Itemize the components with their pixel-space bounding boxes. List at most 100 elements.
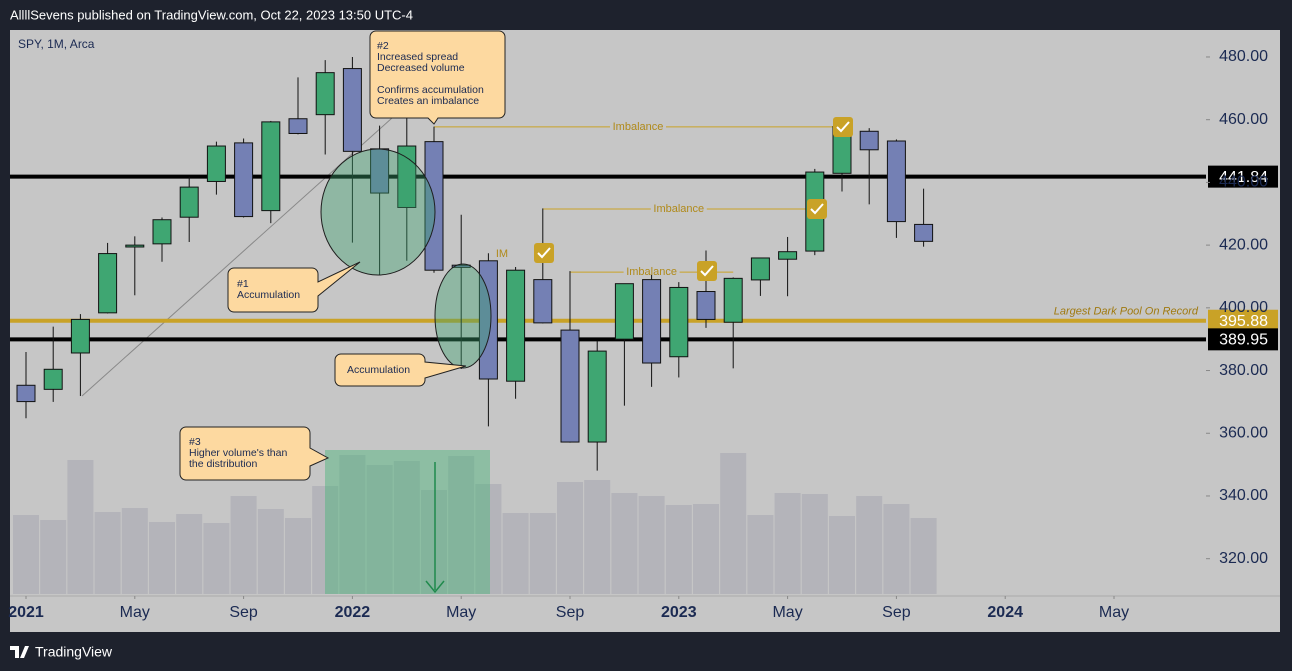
volume-bar: [693, 504, 719, 594]
candle-body: [288, 118, 308, 134]
volume-bar: [312, 486, 339, 594]
volume-bar: [475, 484, 502, 594]
volume-bar: [421, 490, 447, 594]
candle-body: [914, 223, 934, 242]
volume-bar: [176, 514, 203, 594]
check-icon: [833, 117, 853, 137]
y-tick-label: 440.00: [1219, 174, 1268, 191]
candle-layer: [16, 56, 934, 471]
volume-bar: [448, 456, 475, 594]
y-tick-label: 420.00: [1219, 236, 1268, 253]
volume-bar: [121, 508, 148, 594]
volume-bar: [203, 523, 230, 594]
volume-bar: [747, 515, 774, 594]
volume-bar: [856, 496, 883, 594]
volume-bar: [149, 522, 175, 594]
x-tick-label: Sep: [229, 604, 258, 621]
y-tick-label: 400.00: [1219, 299, 1268, 316]
accumulation-ellipse: [320, 148, 436, 276]
y-tick-label: 320.00: [1219, 550, 1268, 567]
annotation-line: Higher volume's than: [189, 447, 287, 459]
candle-body: [723, 277, 743, 323]
volume-bar: [883, 504, 910, 594]
candle-body: [750, 257, 770, 281]
candle-body: [152, 219, 172, 245]
candle-body: [506, 269, 526, 382]
candle-body: [560, 329, 580, 443]
volume-bar: [529, 513, 556, 594]
annotation-line: Creates an imbalance: [377, 95, 479, 107]
candle-body: [70, 318, 90, 354]
x-tick-label: 2021: [8, 604, 44, 621]
volume-bar: [366, 465, 393, 594]
imbalance-label: IM: [496, 248, 508, 260]
imbalance-label-bg: [650, 202, 707, 217]
candle-body: [125, 244, 145, 248]
volume-bar: [801, 494, 828, 594]
annotation-line: Accumulation: [237, 289, 300, 301]
candle-body: [342, 68, 362, 152]
volume-bar: [67, 460, 94, 594]
candle-body: [16, 384, 36, 403]
volume-bar: [393, 461, 420, 594]
publish-header: AllllSevens published on TradingView.com…: [10, 7, 413, 22]
candle-body: [614, 283, 634, 340]
callout-box: [227, 261, 361, 313]
callout-box: [334, 353, 467, 387]
volume-bar: [829, 516, 855, 594]
volume-layer: [13, 453, 937, 594]
check-icons: [534, 117, 853, 281]
annotation-line: Confirms accumulation: [377, 84, 484, 96]
check-icon: [807, 199, 827, 219]
level-text: Largest Dark Pool On Record: [1054, 306, 1199, 318]
candle-body: [533, 279, 553, 324]
candle-body: [424, 141, 444, 271]
volume-bar: [13, 515, 39, 594]
imbalance-label: Imbalance: [626, 266, 677, 278]
level-label: 395.88: [1219, 313, 1268, 330]
level-tag: [1208, 165, 1278, 188]
level-label: 389.95: [1219, 332, 1268, 349]
candle-body: [43, 368, 63, 390]
x-tick-label: May: [1099, 604, 1129, 621]
y-tick-label: 340.00: [1219, 487, 1268, 504]
y-tick-label: 480.00: [1219, 48, 1268, 65]
candle-body: [587, 350, 607, 443]
callout-box: [179, 426, 330, 481]
volume-bar: [502, 513, 529, 594]
volume-bar: [665, 505, 692, 594]
check-icon: [697, 261, 717, 281]
volume-bar: [774, 493, 801, 594]
volume-bar: [611, 493, 638, 594]
annotation-line: #1: [237, 278, 249, 290]
candle-body: [859, 130, 879, 151]
volume-bar: [584, 480, 611, 594]
annotation-line: Accumulation: [347, 364, 410, 376]
level-label: 441.84: [1219, 169, 1268, 186]
candle-body: [206, 145, 226, 182]
candle-body: [261, 121, 281, 212]
candle-body: [778, 251, 798, 260]
volume-bar: [285, 518, 311, 594]
accumulation-ellipse: [434, 263, 492, 369]
candle-body: [696, 291, 716, 320]
axis-labels: 320.00 340.00 360.00 380.00 400.00 420.00 440.…: [8, 48, 1268, 621]
annotation-line: the distribution: [189, 458, 257, 470]
volume-bar: [638, 496, 665, 594]
logo-icon: [10, 646, 29, 658]
check-icon: [534, 243, 554, 263]
candle-body: [669, 286, 689, 358]
annotation-line: Decreased volume: [377, 62, 465, 74]
candle-body: [642, 279, 662, 364]
footer-brand: TradingView: [35, 644, 113, 660]
tradingview-logo: TradingView: [10, 644, 113, 660]
volume-bar: [557, 482, 583, 594]
volume-highlight: [325, 450, 490, 594]
x-tick-label: 2024: [987, 604, 1023, 621]
x-tick-label: 2022: [335, 604, 371, 621]
x-tick-label: Sep: [556, 604, 585, 621]
arrow-head: [425, 580, 445, 594]
volume-bar: [40, 520, 67, 594]
annotation-line: Increased spread: [377, 51, 458, 63]
